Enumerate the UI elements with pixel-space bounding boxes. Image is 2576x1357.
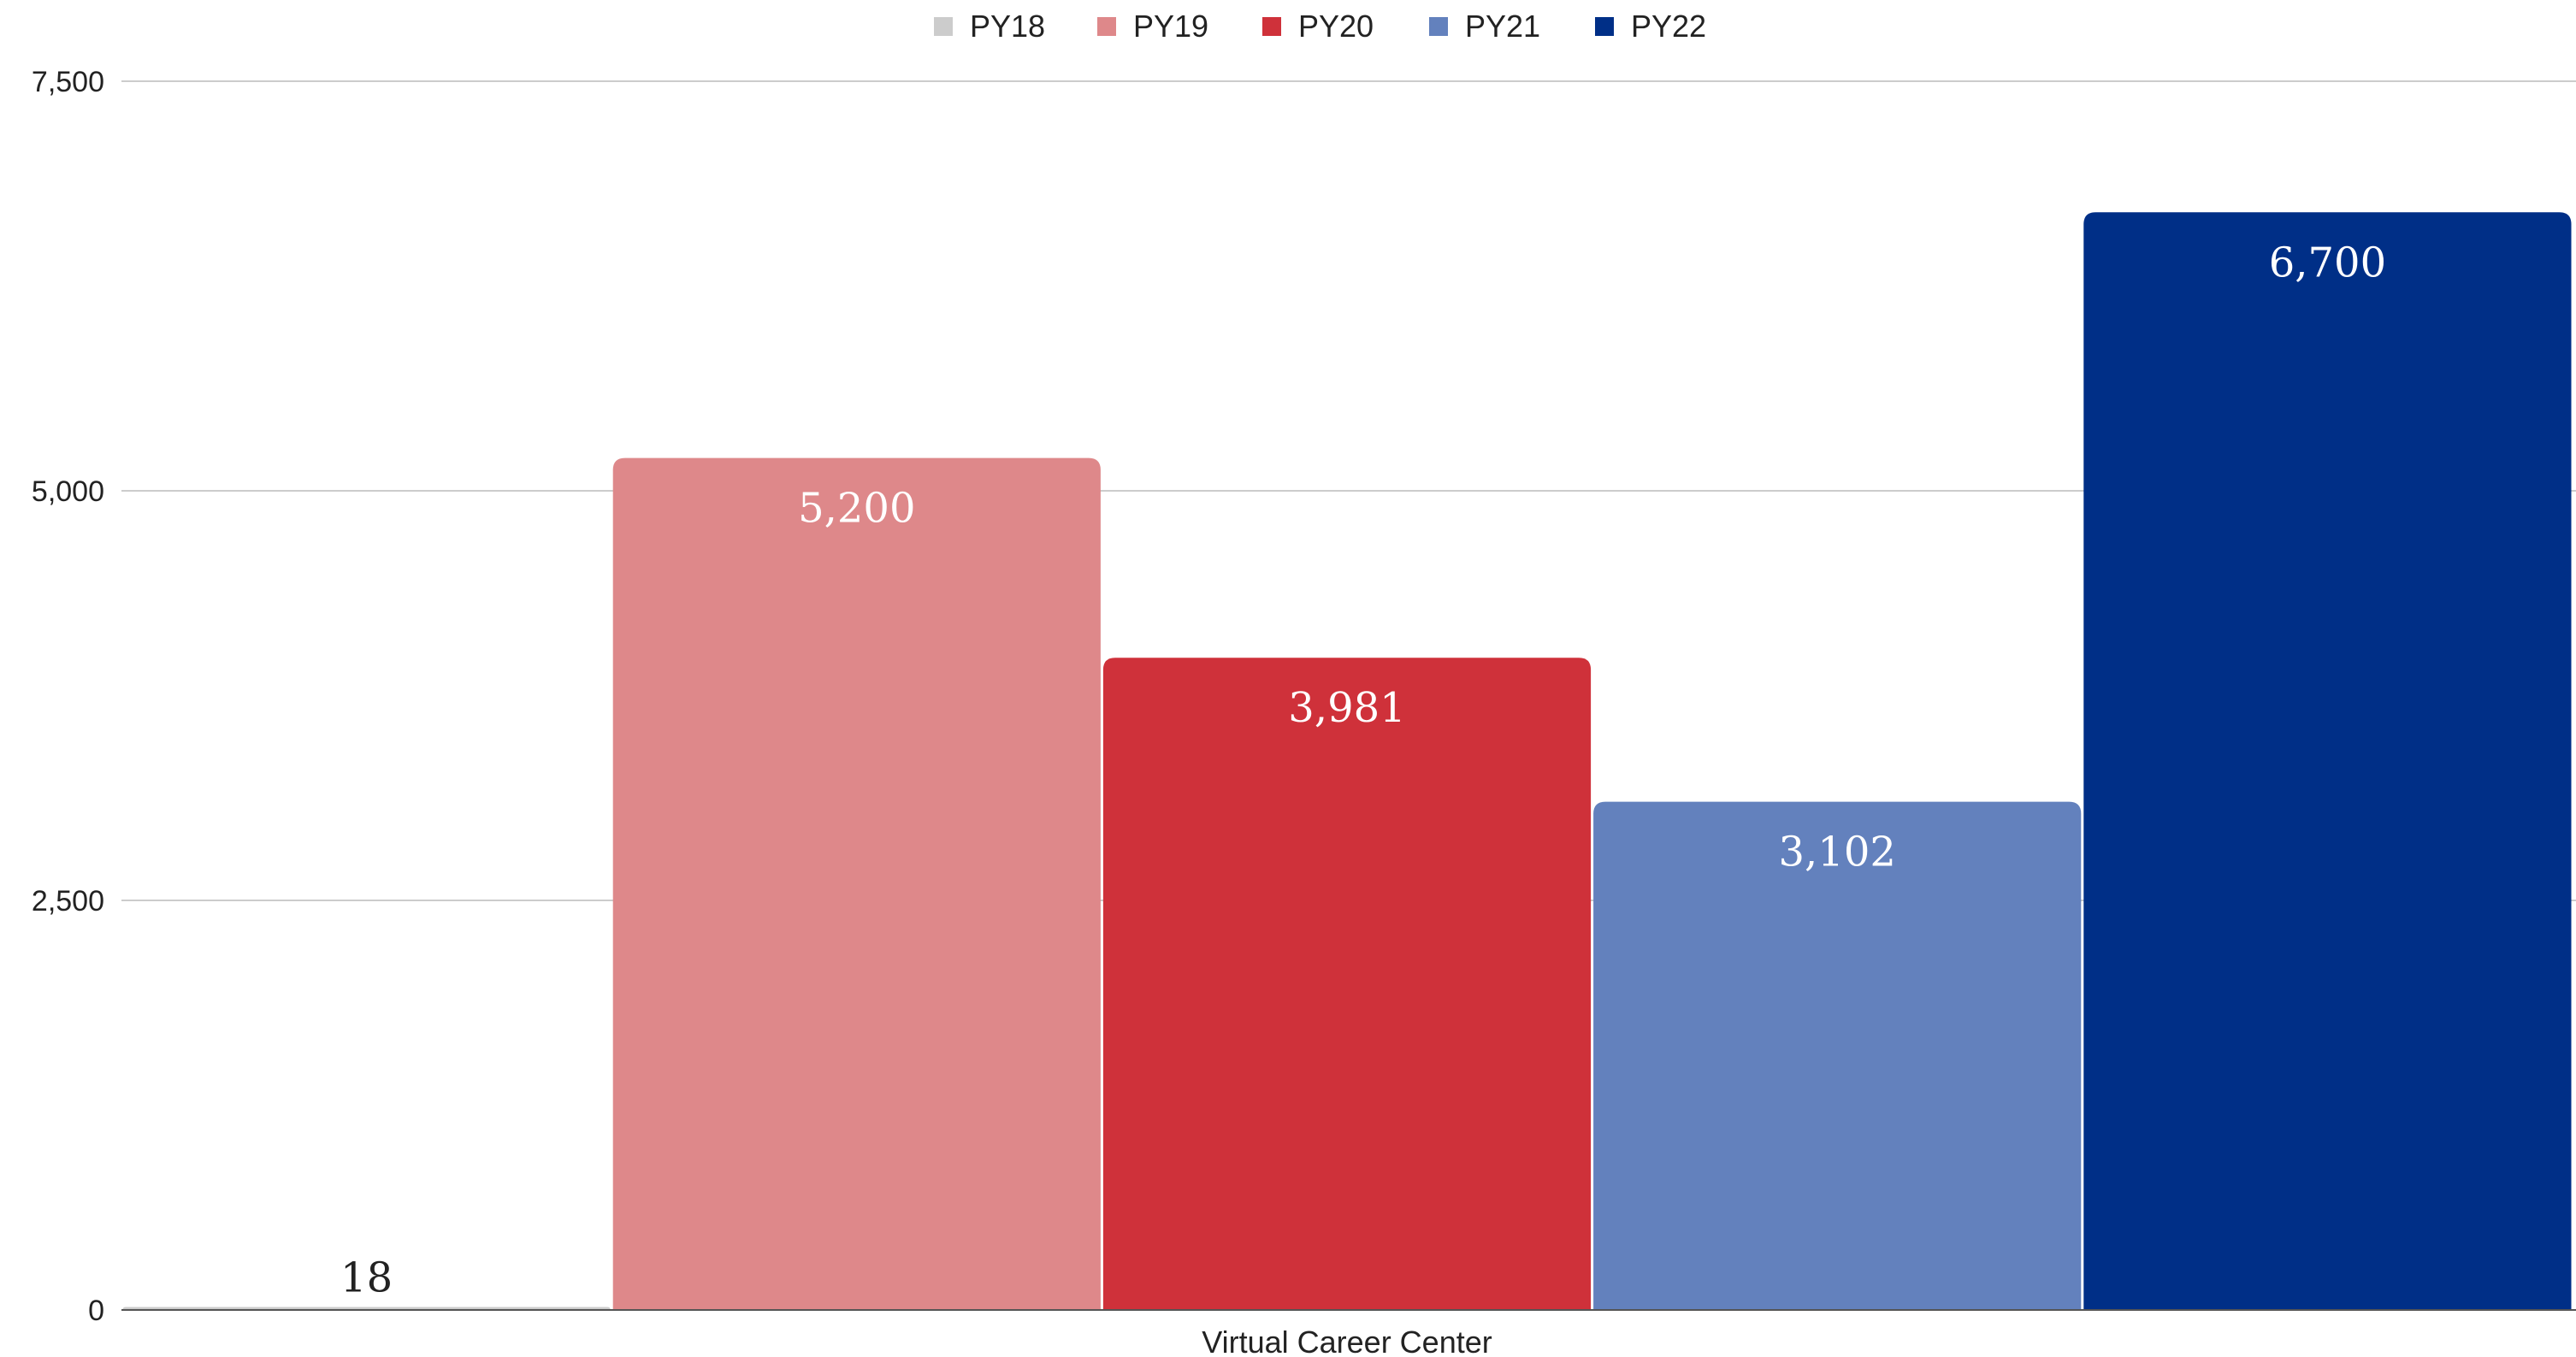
- data-label-py21: 3,102: [1778, 829, 1895, 876]
- data-label-py19: 5,200: [798, 485, 915, 533]
- x-axis: Virtual Career Center: [1202, 1325, 1492, 1357]
- legend-swatch: [934, 17, 953, 36]
- y-tick-label: 0: [88, 1295, 104, 1327]
- bars: [122, 212, 2572, 1310]
- legend-item-py20: PY20: [1262, 9, 1374, 44]
- y-tick-label: 2,500: [32, 885, 104, 917]
- legend-item-py21: PY21: [1429, 9, 1540, 44]
- legend-item-py19: PY19: [1097, 9, 1208, 44]
- legend-label: PY22: [1631, 9, 1706, 44]
- legend: PY18 PY19 PY20 PY21 PY22: [934, 9, 1706, 44]
- legend-swatch: [1595, 17, 1614, 36]
- bar-py20: [1102, 658, 1592, 1310]
- legend-swatch: [1097, 17, 1116, 36]
- y-tick-label: 5,000: [32, 475, 104, 508]
- legend-label: PY21: [1465, 9, 1540, 44]
- x-category-label: Virtual Career Center: [1202, 1325, 1492, 1357]
- legend-label: PY19: [1133, 9, 1208, 44]
- legend-swatch: [1429, 17, 1448, 36]
- legend-item-py18: PY18: [934, 9, 1045, 44]
- y-tick-label: 7,500: [32, 66, 104, 98]
- bar-py19: [612, 457, 1101, 1310]
- bar-py21: [1593, 801, 2082, 1310]
- legend-label: PY18: [970, 9, 1045, 44]
- legend-item-py22: PY22: [1595, 9, 1706, 44]
- bar-py22: [2083, 212, 2572, 1310]
- y-axis: 0 2,500 5,000 7,500: [32, 66, 104, 1327]
- data-label-py18: 18: [340, 1254, 393, 1302]
- data-label-py20: 3,981: [1288, 684, 1405, 732]
- legend-label: PY20: [1298, 9, 1374, 44]
- legend-swatch: [1262, 17, 1281, 36]
- data-labels: 18 5,200 3,981 3,102 6,700: [340, 239, 2386, 1301]
- data-label-py22: 6,700: [2269, 239, 2386, 286]
